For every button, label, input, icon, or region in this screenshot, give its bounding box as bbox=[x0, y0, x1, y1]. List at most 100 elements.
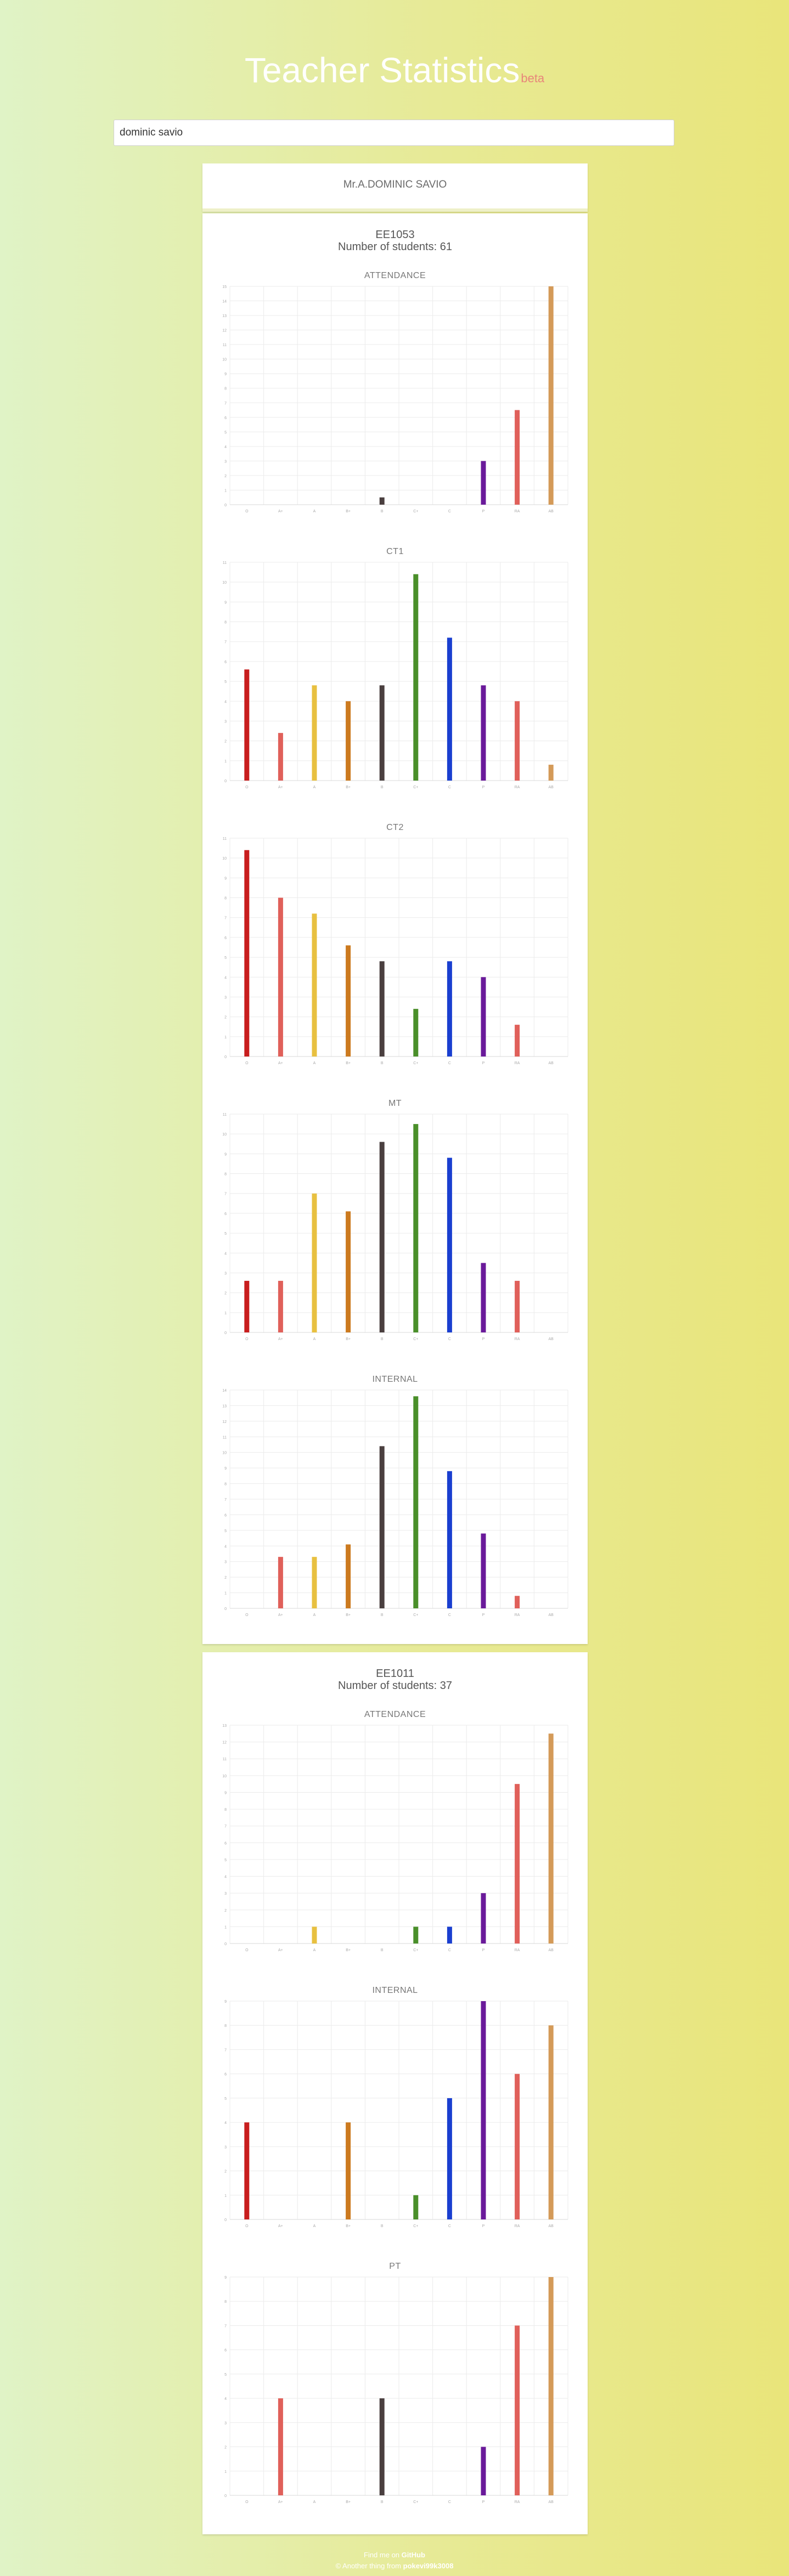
bar-C+ bbox=[413, 574, 419, 781]
chart-internal: INTERNAL 0 1 2 3 4 5 6 7 8 9 10 11 12 13 14 O A+ A B+ B C+ C P… bbox=[202, 1375, 588, 1627]
x-tick-label: B+ bbox=[346, 2224, 351, 2228]
student-count: Number of students: 37 bbox=[338, 1680, 452, 1692]
course-code: EE1053 bbox=[375, 229, 415, 241]
y-tick-label: 1 bbox=[224, 1312, 227, 1315]
x-tick-label: B bbox=[381, 1613, 384, 1617]
y-tick-label: 3 bbox=[224, 1272, 227, 1275]
y-tick-label: 14 bbox=[222, 1389, 227, 1393]
x-tick-label: AB bbox=[549, 2224, 554, 2228]
y-tick-label: 7 bbox=[224, 1193, 227, 1196]
y-tick-label: 6 bbox=[224, 2349, 227, 2353]
bar-C bbox=[447, 1471, 452, 1608]
chart-ct1: CT1 0 1 2 3 4 5 6 7 8 9 10 11 O A+ A B+ B C+ C P RA AB bbox=[202, 547, 588, 799]
y-tick-label: 10 bbox=[222, 1451, 227, 1455]
y-tick-label: 9 bbox=[224, 372, 227, 376]
course-card-ee1053: EE1053 Number of students: 61 ATTENDANCE… bbox=[202, 213, 588, 1644]
bar-RA bbox=[515, 1025, 520, 1057]
y-tick-label: 0 bbox=[224, 1607, 227, 1611]
x-tick-label: A bbox=[313, 1061, 316, 1065]
y-tick-label: 5 bbox=[224, 1858, 227, 1862]
bar-AB bbox=[548, 765, 554, 781]
y-tick-label: 8 bbox=[224, 2024, 227, 2028]
x-tick-label: C+ bbox=[413, 1061, 418, 1065]
bar-AB bbox=[548, 2025, 554, 2219]
bar-P bbox=[481, 1893, 486, 1944]
teacher-search-input[interactable] bbox=[114, 120, 674, 146]
bar-B bbox=[379, 685, 385, 781]
bar-RA bbox=[515, 1596, 520, 1608]
x-tick-label: RA bbox=[515, 2224, 520, 2228]
bar-P bbox=[481, 2447, 486, 2495]
y-tick-label: 7 bbox=[224, 2324, 227, 2328]
x-tick-label: B bbox=[381, 510, 384, 513]
y-tick-label: 1 bbox=[224, 1925, 227, 1929]
x-tick-label: O bbox=[245, 786, 249, 789]
y-tick-label: 2 bbox=[224, 2170, 227, 2174]
bar-B+ bbox=[346, 2122, 351, 2219]
bar-P bbox=[481, 461, 486, 505]
bar-A bbox=[312, 1927, 317, 1944]
chart-mt: MT 0 1 2 3 4 5 6 7 8 9 10 11 O A+ A B+ B C+ C P RA AB bbox=[202, 1099, 588, 1351]
y-tick-label: 0 bbox=[224, 504, 227, 507]
author-link[interactable]: pokevi99k3008 bbox=[403, 2562, 454, 2570]
x-tick-label: O bbox=[245, 1613, 249, 1617]
bar-chart: 0 1 2 3 4 5 6 7 8 9 10 11 O A+ A B+ B C+ C P RA AB bbox=[222, 1113, 568, 1341]
y-tick-label: 0 bbox=[224, 1055, 227, 1059]
chart-ct2: CT2 0 1 2 3 4 5 6 7 8 9 10 11 O A+ A B+ B C+ C P RA AB bbox=[202, 823, 588, 1075]
y-tick-label: 7 bbox=[224, 641, 227, 645]
x-tick-label: AB bbox=[549, 786, 554, 789]
y-tick-label: 9 bbox=[224, 1153, 227, 1156]
y-tick-label: 5 bbox=[224, 956, 227, 960]
y-tick-label: 4 bbox=[224, 1252, 227, 1256]
bar-O bbox=[244, 669, 250, 781]
y-tick-label: 13 bbox=[222, 1404, 227, 1408]
bar-AB bbox=[548, 286, 554, 505]
x-tick-label: A bbox=[313, 786, 316, 789]
x-tick-label: A bbox=[313, 1337, 316, 1341]
beta-badge: beta bbox=[521, 71, 545, 85]
chart-attendance: ATTENDANCE 0 1 2 3 4 5 6 7 8 9 10 11 12 13 14 15 O A+ A B+ B… bbox=[202, 271, 588, 523]
chart-title: INTERNAL bbox=[372, 1375, 418, 1384]
bar-B+ bbox=[346, 1211, 351, 1332]
x-tick-label: C bbox=[448, 2224, 451, 2228]
y-tick-label: 7 bbox=[224, 1498, 227, 1502]
y-tick-label: 6 bbox=[224, 416, 227, 420]
y-tick-label: 11 bbox=[223, 1758, 227, 1761]
y-tick-label: 5 bbox=[224, 1232, 227, 1236]
bar-chart: 0 1 2 3 4 5 6 7 8 9 O A+ A B+ B C+ C P RA AB bbox=[224, 2000, 568, 2228]
course-card-ee1011: EE1011 Number of students: 37 ATTENDANCE… bbox=[202, 1652, 588, 2534]
y-tick-label: 3 bbox=[224, 2421, 227, 2425]
y-tick-label: 4 bbox=[224, 2397, 227, 2401]
x-tick-label: A+ bbox=[278, 2500, 283, 2504]
x-tick-label: O bbox=[245, 1061, 249, 1065]
bar-B+ bbox=[346, 701, 351, 781]
x-tick-label: P bbox=[482, 1948, 485, 1952]
x-tick-label: C bbox=[448, 1613, 451, 1617]
y-tick-label: 11 bbox=[223, 1436, 227, 1439]
y-tick-label: 11 bbox=[223, 837, 227, 841]
bar-O bbox=[244, 2122, 250, 2219]
y-tick-label: 15 bbox=[222, 285, 227, 289]
x-tick-label: AB bbox=[549, 2500, 554, 2504]
y-tick-label: 6 bbox=[224, 936, 227, 940]
x-tick-label: B+ bbox=[346, 2500, 351, 2504]
y-tick-label: 14 bbox=[222, 300, 227, 304]
bar-RA bbox=[515, 1784, 520, 1944]
chart-title: CT2 bbox=[386, 823, 404, 832]
x-tick-label: AB bbox=[549, 1948, 554, 1952]
x-tick-label: RA bbox=[515, 510, 520, 513]
bar-A bbox=[312, 685, 317, 781]
y-tick-label: 13 bbox=[222, 1724, 227, 1728]
bar-P bbox=[481, 1263, 486, 1332]
y-tick-label: 10 bbox=[222, 857, 227, 861]
y-tick-label: 2 bbox=[224, 2446, 227, 2450]
y-tick-label: 5 bbox=[224, 2373, 227, 2377]
page-title: Teacher Statisticsbeta bbox=[0, 49, 789, 99]
x-tick-label: C bbox=[448, 1337, 451, 1341]
github-link[interactable]: GitHub bbox=[401, 2551, 425, 2559]
x-tick-label: C+ bbox=[413, 2500, 418, 2504]
x-tick-label: C+ bbox=[413, 1613, 418, 1617]
footer-prefix: © Another thing from bbox=[335, 2562, 401, 2570]
y-tick-label: 0 bbox=[224, 1331, 227, 1335]
y-tick-label: 3 bbox=[224, 1892, 227, 1896]
